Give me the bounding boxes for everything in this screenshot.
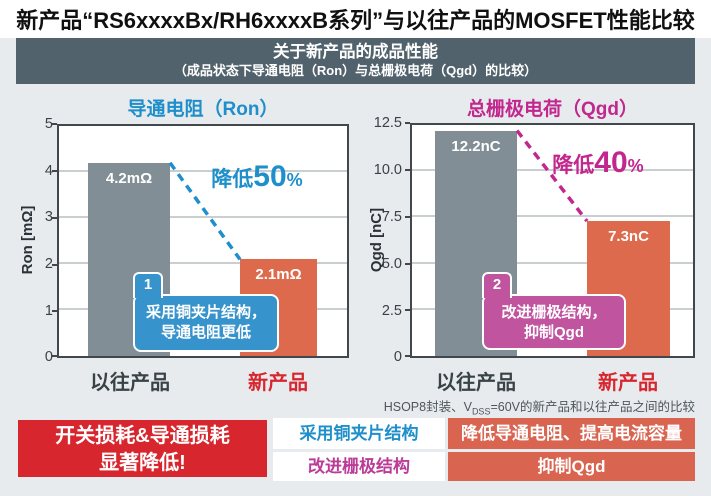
- reduction-percent: 40: [594, 146, 628, 179]
- banner-subheading: （成品状态下导通电阻（Ron）与总栅极电荷（Qgd）的比较）: [173, 63, 538, 78]
- callout-box-ron: 采用铜夹片结构， 导通电阻更低: [133, 294, 279, 352]
- y-tick-mark: [52, 264, 57, 266]
- y-tick-mark: [405, 355, 410, 357]
- y-tick-mark: [405, 169, 410, 171]
- section-banner: 关于新产品的成品性能 （成品状态下导通电阻（Ron）与总栅极电荷（Qgd）的比较…: [16, 38, 695, 84]
- y-axis-label-ron: Ron [mΩ]: [19, 205, 36, 275]
- gridline: [412, 261, 693, 264]
- reduction-callout-ron: 降低50%: [187, 160, 327, 194]
- benefit-cell-suppress-qgd: 抑制Qgd: [448, 452, 695, 481]
- footnote-text: HSOP8封装、V: [383, 400, 472, 414]
- reduction-text: 降低: [211, 168, 254, 191]
- bar-value-label: 2.1mΩ: [255, 266, 302, 284]
- reduction-percent: 50: [253, 160, 287, 193]
- y-tick-mark: [52, 217, 57, 219]
- y-tick-label: 12.5: [373, 115, 402, 131]
- banner-heading: 关于新产品的成品性能: [273, 43, 438, 61]
- benefit-cell-lower-ron: 降低导通电阻、提高电流容量: [448, 418, 695, 449]
- y-axis-label-qgd: Qgd [nC]: [368, 207, 385, 273]
- footnote-subscript: DSS: [471, 406, 491, 417]
- callout-box-qgd: 改进栅极结构， 抑制Qgd: [482, 294, 626, 350]
- callout-line1: 改进栅极结构，: [501, 304, 607, 321]
- y-tick-label: 1: [44, 303, 53, 319]
- y-tick-mark: [405, 309, 410, 311]
- y-tick-mark: [405, 263, 410, 265]
- reduction-unit: %: [627, 156, 644, 176]
- x-category-label-previous: 以往产品: [436, 372, 516, 394]
- bar-value-label: 7.3nC: [608, 228, 649, 246]
- y-tick-mark: [405, 122, 410, 124]
- callout-line2: 抑制Qgd: [524, 324, 584, 342]
- x-category-label-new: 新产品: [598, 372, 658, 394]
- chart-title-qgd: 总栅极电荷（Qgd）: [467, 99, 638, 120]
- reduction-text: 降低: [552, 154, 595, 177]
- callout-badge: 1: [133, 272, 163, 298]
- feature-cell-copper-clip: 采用铜夹片结构: [273, 418, 445, 449]
- summary-line1: 开关损耗&导通损耗: [55, 425, 230, 447]
- y-tick-label: 10.0: [373, 162, 402, 178]
- y-tick-label: 3: [44, 209, 53, 225]
- y-tick-label: 0: [44, 349, 53, 365]
- page-title-strip: 新产品“RS6xxxxBx/RH6xxxxB系列”与以往产品的MOSFET性能比…: [0, 0, 711, 38]
- reduction-unit: %: [286, 170, 303, 190]
- x-category-label-new: 新产品: [248, 372, 308, 394]
- y-tick-mark: [52, 123, 57, 125]
- reduction-callout-qgd: 降低40%: [528, 146, 668, 180]
- bar-value-label: 12.2nC: [451, 137, 501, 155]
- bar-value-label: 4.2mΩ: [105, 169, 153, 187]
- callout-line2: 导通电阻更低: [160, 324, 251, 342]
- x-category-label-previous: 以往产品: [90, 372, 170, 394]
- gridline: [59, 262, 347, 264]
- y-tick-label: 7.5: [381, 209, 402, 225]
- chart-title-ron: 导通电阻（Ron）: [127, 99, 279, 120]
- summary-line2: 显著降低!: [99, 452, 186, 474]
- y-tick-label: 2: [44, 256, 53, 272]
- y-tick-mark: [52, 170, 57, 172]
- y-tick-mark: [52, 355, 57, 357]
- y-tick-label: 5: [44, 116, 53, 132]
- y-tick-mark: [52, 310, 57, 312]
- y-tick-label: 0: [393, 349, 402, 365]
- y-tick-label: 4: [44, 163, 53, 179]
- callout-line1: 采用铜夹片结构，: [145, 304, 266, 321]
- page-title: 新产品“RS6xxxxBx/RH6xxxxB系列”与以往产品的MOSFET性能比…: [16, 8, 695, 33]
- callout-badge: 2: [482, 272, 512, 298]
- y-tick-mark: [405, 216, 410, 218]
- feature-cell-gate-structure: 改进栅极结构: [273, 452, 445, 481]
- comparison-footnote: HSOP8封装、VDSS=60V的新产品和以往产品之间的比较: [384, 396, 695, 417]
- y-tick-label: 5.0: [381, 256, 402, 272]
- footnote-text: =60V的新产品和以往产品之间的比较: [490, 400, 695, 414]
- y-tick-label: 2.5: [381, 303, 402, 319]
- summary-highlight-box: 开关损耗&导通损耗 显著降低!: [18, 420, 267, 477]
